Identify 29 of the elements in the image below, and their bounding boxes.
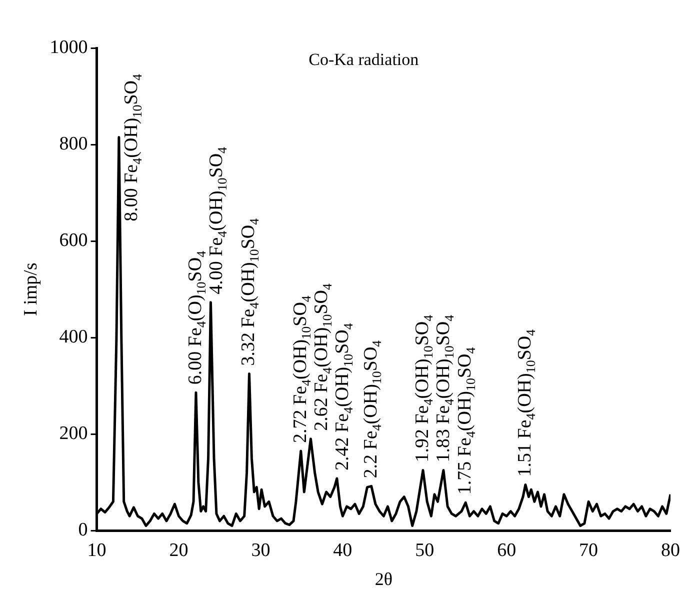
annotation: 1.75 Fe4(OH)10SO4 xyxy=(454,346,478,495)
chart-title: Co-Ka radiation xyxy=(308,50,420,69)
annotation: 1.51 Fe4(OH)10SO4 xyxy=(514,328,538,477)
annotation: 2.42 Fe4(OH)10SO4 xyxy=(332,322,356,470)
y-tick-label: 800 xyxy=(59,134,88,155)
annotation: 1.83 Fe4(OH)10SO4 xyxy=(432,314,456,462)
x-tick-label: 10 xyxy=(87,540,106,561)
annotation: 2.62 Fe4(OH)10SO4 xyxy=(310,283,334,431)
y-tick-label: 400 xyxy=(59,326,88,348)
annotation: 8.00 Fe4(OH)10SO4 xyxy=(120,74,144,222)
x-tick-label: 80 xyxy=(661,540,680,561)
annotation: 6.00 Fe4(O)10SO4 xyxy=(184,250,208,385)
x-tick-label: 40 xyxy=(333,540,352,561)
x-tick-label: 30 xyxy=(251,540,270,561)
y-tick-label: 0 xyxy=(78,520,88,541)
annotation: 3.32 Fe4(OH)10SO4 xyxy=(238,218,262,366)
annotation: 4.00 Fe4(OH)10SO4 xyxy=(206,146,230,294)
y-tick-label: 600 xyxy=(59,230,88,252)
x-tick-label: 60 xyxy=(497,540,516,561)
annotation: 1.92 Fe4(OH)10SO4 xyxy=(412,314,436,462)
annotation: 2.72 Fe4(OH)10SO4 xyxy=(290,295,314,443)
y-tick-label: 200 xyxy=(59,423,88,444)
x-tick-label: 50 xyxy=(415,540,434,561)
y-tick-label: 1000 xyxy=(50,36,88,58)
annotation: 2.2 Fe4(OH)10SO4 xyxy=(360,340,384,478)
x-tick-label: 20 xyxy=(169,540,188,561)
y-axis-title: I imp/s xyxy=(20,262,42,316)
x-tick-label: 70 xyxy=(579,540,598,561)
x-axis-title: 2θ xyxy=(374,568,392,589)
